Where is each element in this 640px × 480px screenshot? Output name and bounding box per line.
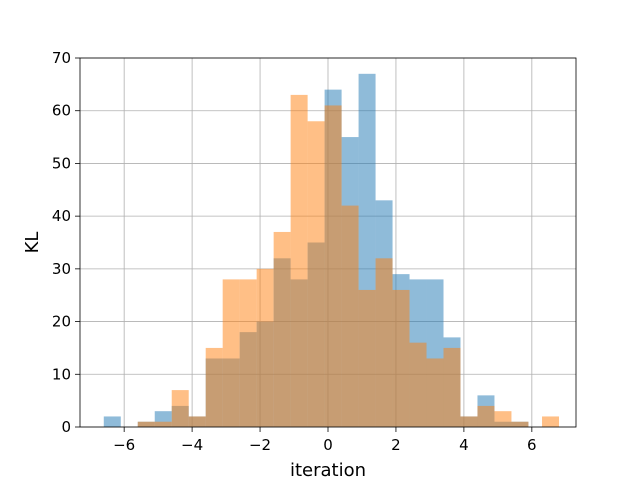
histogram-bar-series-2 <box>307 121 325 427</box>
y-tick-label: 0 <box>61 418 71 436</box>
y-tick-label: 30 <box>52 260 71 278</box>
histogram-bar-series-2 <box>205 347 223 427</box>
x-tick-label: −4 <box>181 436 203 454</box>
x-tick-label: −2 <box>249 436 271 454</box>
y-tick-label: 50 <box>52 154 71 172</box>
histogram-bar-series-2 <box>222 279 240 427</box>
histogram-bar-series-1 <box>103 416 121 427</box>
histogram-bar-series-2 <box>542 416 560 427</box>
x-tick-label: 6 <box>527 436 537 454</box>
histogram-bar-series-2 <box>358 289 376 427</box>
x-tick-label: 2 <box>391 436 401 454</box>
histogram-bars <box>103 73 560 428</box>
histogram-bar-series-2 <box>392 289 410 427</box>
histogram-bar-series-2 <box>460 416 478 427</box>
histogram-bar-series-2 <box>273 231 291 427</box>
histogram-bar-series-2 <box>324 105 342 427</box>
y-tick-label: 10 <box>52 365 71 383</box>
histogram-bar-series-2 <box>341 205 359 427</box>
x-axis-label: iteration <box>290 460 366 480</box>
y-axis-label: KL <box>22 232 43 254</box>
histogram-bar-series-2 <box>239 279 257 427</box>
y-tick-label: 60 <box>52 102 71 120</box>
histogram-bar-series-2 <box>290 94 308 428</box>
histogram-bar-series-2 <box>256 268 274 427</box>
x-tick-label: −6 <box>113 436 135 454</box>
histogram-bar-series-2 <box>188 416 206 427</box>
y-tick-label: 70 <box>52 49 71 67</box>
histogram-bar-series-2 <box>171 390 189 427</box>
histogram-bar-series-2 <box>409 342 427 427</box>
histogram-bar-series-2 <box>443 347 461 427</box>
histogram-bar-series-2 <box>494 411 512 427</box>
histogram-bar-series-2 <box>375 258 393 427</box>
y-tick-label: 20 <box>52 313 71 331</box>
y-tick-label: 40 <box>52 207 71 225</box>
histogram-bar-series-2 <box>154 421 172 427</box>
x-tick-label: 0 <box>323 436 333 454</box>
histogram-bar-series-2 <box>511 421 529 427</box>
histogram-bar-series-2 <box>477 405 495 427</box>
histogram-bar-series-2 <box>426 358 444 427</box>
x-tick-label: 4 <box>459 436 469 454</box>
histogram-bar-series-2 <box>137 421 155 427</box>
